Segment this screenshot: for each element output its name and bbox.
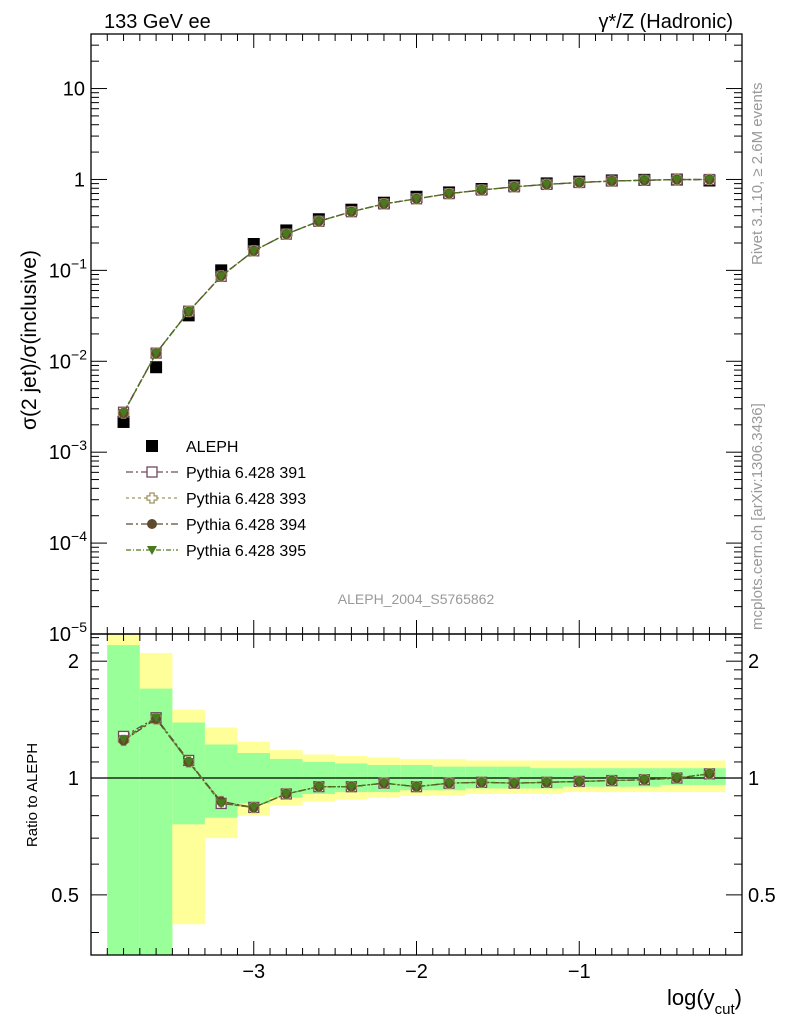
legend-marker [147,519,157,529]
series-point [476,186,487,196]
x-tick-label: −3 [242,961,265,983]
ratio-series-point [378,779,389,789]
ratio-series-point [151,713,162,723]
series-point [704,175,715,185]
y-tick-label: 10−1 [49,255,87,282]
series-point [151,349,162,359]
series-point [118,408,129,418]
series-point [541,180,552,190]
stat-uncertainty-band [139,688,173,955]
ratio-series-point [183,757,194,767]
ratio-series-point [411,782,422,792]
ratio-series-point [444,779,455,789]
data-point [150,361,163,374]
ratio-y-tick-label: 0.5 [51,885,79,907]
ratio-series-point [704,769,715,779]
legend-label-data: ALEPH [186,439,238,456]
legend-marker [146,466,158,478]
ratio-series-point [216,799,227,809]
main-ylabel: σ(2 jet)/σ(inclusive) [18,250,41,430]
series-point [639,176,650,186]
legend-marker-data [146,440,158,452]
series-point [606,177,617,187]
ratio-y-tick-label: 1 [68,768,79,790]
ratio-series-point [671,774,682,784]
legend-marker [146,492,158,504]
series-point [444,189,455,199]
x-axis-title: log(ycut) [667,985,742,1018]
analysis-label: ALEPH_2004_S5765862 [338,591,495,607]
series-point [411,194,422,204]
series-line [122,178,710,414]
ratio-series-point [574,777,585,787]
legend: ALEPH Pythia 6.428 391 Pythia 6.428 393 Pyt… [126,439,306,560]
x-tick-label: −2 [405,961,428,983]
ratio-series-point [346,782,357,792]
series-point [574,178,585,188]
series-point [313,217,324,227]
y-tick-label: 10−5 [49,619,87,646]
data-point [117,415,130,428]
ratio-series-point [509,779,520,789]
ratio-series-point [281,789,292,799]
series-point [509,182,520,192]
series-line [122,178,710,413]
legend-label: Pythia 6.428 391 [186,465,306,482]
series-point [183,307,194,317]
ratio-y-tick-label: 2 [68,651,79,673]
series-point [248,246,259,256]
y-tick-label: 10 [63,79,85,101]
ratio-series-point [541,778,552,788]
ratio-y-tick-label-right: 0.5 [748,885,776,907]
y-tick-label: 1 [74,169,85,191]
series-point [216,272,227,282]
y-tick-label: 10−2 [49,346,87,373]
header-left: 133 GeV ee [104,11,211,33]
ratio-series-point [476,778,487,788]
series-line [122,178,710,414]
ratio-series-point [118,735,129,745]
header-right: γ*/Z (Hadronic) [599,11,733,33]
y-tick-label: 10−3 [49,437,87,464]
y-tick-label: 10−4 [49,528,87,555]
series-line [122,178,710,414]
mcplots-label: mcplots.cern.ch [arXiv:1306.3436] [749,403,766,630]
ratio-series-point [313,782,324,792]
series-point [346,207,357,217]
rivet-label: Rivet 3.1.10, ≥ 2.6M events [749,83,766,266]
ratio-series-point [606,776,617,786]
series-point [281,230,292,240]
legend-label: Pythia 6.428 394 [186,517,306,534]
legend-marker [147,546,157,555]
series-point [378,199,389,209]
legend-label: Pythia 6.428 393 [186,491,306,508]
ratio-ylabel: Ratio to ALEPH [24,743,41,847]
stat-uncertainty-band [172,722,205,825]
ratio-y-tick-label-right: 1 [748,768,759,790]
ratio-series-point [248,803,259,813]
legend-label: Pythia 6.428 395 [186,543,306,560]
ratio-series-point [639,775,650,785]
x-tick-label: −1 [568,961,591,983]
ratio-y-tick-label-right: 2 [748,651,759,673]
stat-uncertainty-band [107,645,140,955]
series-point [671,175,682,185]
